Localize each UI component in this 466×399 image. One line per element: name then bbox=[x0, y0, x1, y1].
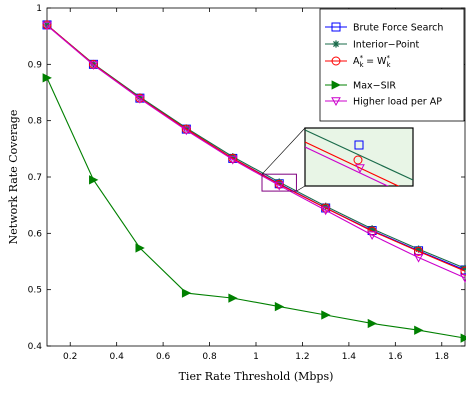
legend-label: Brute Force Search bbox=[353, 23, 443, 34]
inset-connector bbox=[296, 185, 306, 192]
data-point bbox=[414, 246, 424, 256]
x-tick-label: 1.6 bbox=[388, 352, 403, 362]
inset-panel bbox=[304, 127, 414, 187]
series-line bbox=[46, 77, 466, 339]
data-point bbox=[89, 175, 99, 185]
series-layer bbox=[42, 20, 466, 343]
inset-series-line bbox=[305, 146, 389, 186]
data-point bbox=[274, 181, 285, 191]
ticks-layer: 0.2 0.4 0.6 0.8 1 1.2 1.4 1.6 1.8 0.4 0.5 0.6 0.7 0.8… bbox=[28, 4, 465, 362]
y-tick-label: 0.9 bbox=[28, 60, 43, 70]
inset-data-point bbox=[354, 140, 364, 150]
y-tick-label: 0.5 bbox=[28, 286, 42, 296]
data-point bbox=[228, 293, 238, 303]
data-point bbox=[42, 73, 52, 83]
y-tick-label: 0.4 bbox=[28, 342, 43, 352]
legend: Brute Force Search Interior−Point Ak* = Wk… bbox=[319, 8, 465, 122]
x-tick-label: 1 bbox=[253, 352, 259, 362]
data-point bbox=[181, 124, 191, 134]
x-tick-label: 1.4 bbox=[342, 352, 357, 362]
series-line bbox=[46, 25, 466, 279]
y-tick-label: 0.6 bbox=[28, 229, 43, 239]
legend-label: Interior−Point bbox=[353, 40, 419, 51]
data-point bbox=[88, 61, 99, 70]
series-4 bbox=[42, 21, 466, 283]
legend-swatch-marker bbox=[331, 97, 341, 107]
data-point bbox=[367, 318, 378, 329]
data-point bbox=[460, 333, 466, 343]
x-tick-label: 0.6 bbox=[156, 352, 171, 362]
data-point bbox=[413, 253, 424, 263]
x-axis-label: Tier Rate Threshold (Mbps) bbox=[179, 370, 334, 383]
x-tick-label: 0.2 bbox=[63, 352, 77, 362]
legend-swatch-marker bbox=[331, 22, 341, 32]
x-tick-label: 0.4 bbox=[110, 352, 125, 362]
data-point bbox=[135, 243, 145, 253]
legend-box bbox=[319, 8, 465, 122]
zoom-region-box bbox=[261, 173, 297, 192]
data-point bbox=[135, 94, 145, 104]
data-point bbox=[274, 301, 285, 312]
legend-label: Higher load per AP bbox=[353, 97, 442, 108]
zoom-inset bbox=[261, 127, 414, 192]
data-point bbox=[181, 126, 192, 136]
data-point bbox=[42, 21, 52, 31]
data-point bbox=[320, 206, 331, 216]
inset-connector bbox=[261, 127, 306, 175]
x-tick-label: 0.8 bbox=[202, 352, 217, 362]
legend-swatch-marker bbox=[331, 56, 341, 66]
y-tick-label: 0.7 bbox=[28, 173, 42, 183]
x-tick-label: 1.2 bbox=[295, 352, 309, 362]
legend-label: Max−SIR bbox=[353, 81, 396, 92]
inset-data-point bbox=[353, 155, 363, 165]
data-point bbox=[414, 325, 424, 335]
data-point bbox=[181, 288, 192, 298]
legend-swatch-marker bbox=[332, 40, 340, 48]
data-point bbox=[274, 179, 284, 189]
legend-label: Ak* = Wk* bbox=[353, 54, 391, 69]
inset-series-line bbox=[305, 141, 400, 186]
data-point bbox=[228, 153, 238, 163]
y-tick-label: 0.8 bbox=[28, 117, 43, 127]
data-point bbox=[227, 155, 238, 165]
legend-swatch-marker bbox=[331, 80, 341, 90]
inset-series-line bbox=[305, 129, 413, 181]
data-point bbox=[460, 274, 466, 283]
y-axis-label: Network Rate Coverage bbox=[7, 110, 20, 245]
series-3 bbox=[42, 73, 466, 343]
inset-data-point bbox=[355, 164, 365, 174]
inset-series bbox=[305, 129, 413, 186]
data-point bbox=[367, 231, 377, 241]
data-point bbox=[321, 310, 331, 320]
x-tick-label: 1.8 bbox=[435, 352, 450, 362]
series-line bbox=[46, 24, 466, 269]
y-tick-label: 1 bbox=[36, 4, 42, 14]
